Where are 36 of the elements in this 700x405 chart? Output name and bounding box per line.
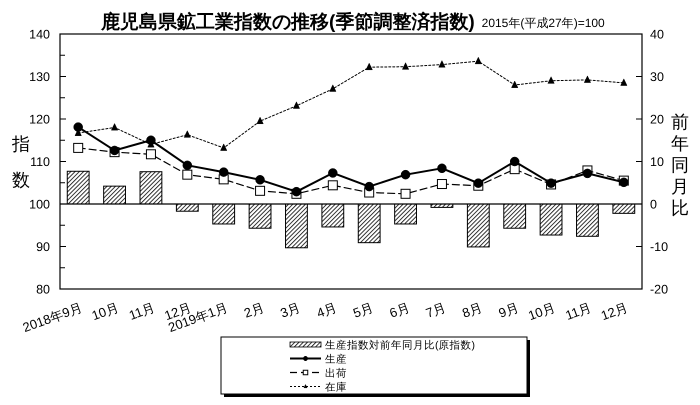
x-tick: 8月 (460, 300, 484, 321)
y2-tick: 0 (650, 198, 657, 212)
x-tick: 2月 (242, 300, 266, 321)
x-tick: 4月 (314, 300, 339, 321)
ylabel: 指数 (12, 134, 30, 190)
subtitle: 2015年(平成27年)=100 (482, 16, 605, 30)
x-tick: 3月 (278, 300, 302, 321)
y2label: 前年同月比 (671, 112, 689, 218)
x-tick: 11月 (126, 300, 157, 323)
y-tick: 90 (36, 240, 50, 254)
legend-label: 生産指数対前年同月比(原指数) (325, 339, 475, 352)
title: 鹿児島県鉱工業指数の推移(季節調整済指数) (101, 12, 475, 33)
x-tick: 2018年9月 (20, 300, 84, 336)
y2-tick: 10 (650, 155, 664, 169)
y2-tick: -20 (650, 282, 668, 296)
legend-label: 生産 (325, 353, 347, 366)
y-tick: 120 (29, 112, 50, 126)
legend-label: 出荷 (325, 367, 347, 380)
y2-tick: 30 (650, 70, 664, 84)
x-tick: 12月 (598, 300, 630, 324)
y-tick: 130 (29, 70, 50, 84)
y-tick: 80 (36, 282, 50, 296)
x-tick: 10月 (526, 300, 558, 324)
x-tick: 7月 (424, 300, 448, 321)
x-tick: 10月 (90, 300, 121, 324)
y-tick: 100 (29, 198, 50, 212)
y-tick: 110 (30, 155, 50, 169)
y-tick: 140 (29, 28, 50, 42)
x-tick: 11月 (563, 300, 594, 323)
y2-tick: 20 (650, 112, 664, 126)
x-tick: 9月 (496, 300, 521, 321)
y2-tick: 40 (650, 28, 664, 42)
legend-label: 在庫 (325, 381, 347, 394)
x-tick: 6月 (387, 300, 412, 321)
y2-tick: -10 (650, 240, 668, 254)
x-tick: 5月 (351, 300, 376, 321)
